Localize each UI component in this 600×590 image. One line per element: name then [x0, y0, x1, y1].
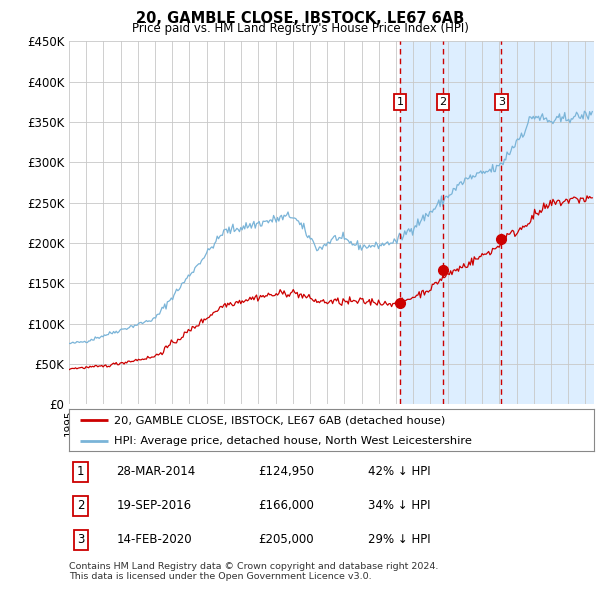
Text: 34% ↓ HPI: 34% ↓ HPI: [368, 499, 431, 513]
Text: This data is licensed under the Open Government Licence v3.0.: This data is licensed under the Open Gov…: [69, 572, 371, 581]
Text: 20, GAMBLE CLOSE, IBSTOCK, LE67 6AB: 20, GAMBLE CLOSE, IBSTOCK, LE67 6AB: [136, 11, 464, 25]
Text: 2: 2: [439, 97, 446, 107]
Text: £124,950: £124,950: [258, 466, 314, 478]
Text: £205,000: £205,000: [258, 533, 314, 546]
Text: 1: 1: [77, 466, 84, 478]
Bar: [400, 41, 600, 404]
Text: 14-FEB-2020: 14-FEB-2020: [116, 533, 192, 546]
Text: 28-MAR-2014: 28-MAR-2014: [116, 466, 196, 478]
Text: 42% ↓ HPI: 42% ↓ HPI: [368, 466, 431, 478]
Text: 20, GAMBLE CLOSE, IBSTOCK, LE67 6AB (detached house): 20, GAMBLE CLOSE, IBSTOCK, LE67 6AB (det…: [113, 415, 445, 425]
Text: Price paid vs. HM Land Registry's House Price Index (HPI): Price paid vs. HM Land Registry's House …: [131, 22, 469, 35]
Text: HPI: Average price, detached house, North West Leicestershire: HPI: Average price, detached house, Nort…: [113, 436, 472, 445]
Text: £166,000: £166,000: [258, 499, 314, 513]
Text: 2: 2: [77, 499, 84, 513]
Text: 1: 1: [397, 97, 404, 107]
Text: 3: 3: [77, 533, 84, 546]
Text: 3: 3: [498, 97, 505, 107]
Text: Contains HM Land Registry data © Crown copyright and database right 2024.: Contains HM Land Registry data © Crown c…: [69, 562, 439, 571]
Text: 29% ↓ HPI: 29% ↓ HPI: [368, 533, 431, 546]
Text: 19-SEP-2016: 19-SEP-2016: [116, 499, 191, 513]
